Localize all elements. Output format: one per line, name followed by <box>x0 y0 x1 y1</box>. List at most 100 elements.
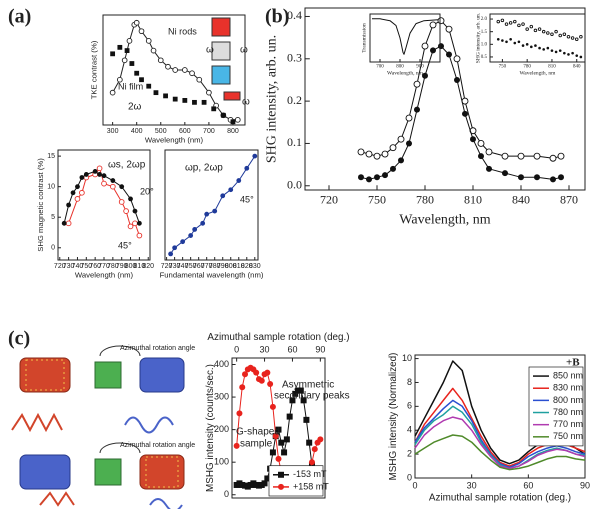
x-tick-label: 820 <box>142 263 154 270</box>
y-axis-label: MSHG intensity (Normalized) <box>388 353 399 481</box>
data-point <box>485 148 493 156</box>
x-axis-label: Wavelength (nm) <box>145 135 204 144</box>
x-tick-label: 840 <box>573 65 581 70</box>
x-tick-label: 90 <box>580 480 590 490</box>
data-point <box>513 41 517 45</box>
data-point <box>518 174 524 181</box>
y-tick-label: 0.4 <box>287 8 302 22</box>
data-point <box>74 196 81 202</box>
data-point <box>83 172 89 177</box>
data-point <box>275 426 282 433</box>
data-point <box>517 152 525 160</box>
data-point <box>192 99 197 105</box>
data-point <box>430 47 436 54</box>
data-point <box>446 51 452 58</box>
data-point <box>136 220 142 226</box>
data-point <box>200 220 206 226</box>
data-point <box>192 227 198 232</box>
x-tick-label: 820 <box>241 263 253 270</box>
data-point <box>228 187 234 193</box>
data-point <box>129 61 135 66</box>
y-tick-label: 2.0 <box>481 17 488 22</box>
data-point <box>550 49 554 52</box>
data-point <box>453 55 461 63</box>
series-line <box>414 434 586 471</box>
data-point <box>454 76 460 83</box>
x-tick-label: 800 <box>225 263 237 270</box>
y-tick-label: 8 <box>407 377 412 387</box>
data-point <box>110 178 116 183</box>
x-tick-label: 780 <box>107 263 119 270</box>
data-point <box>513 19 517 24</box>
data-point <box>413 80 421 88</box>
data-point <box>558 33 562 38</box>
data-point <box>230 119 236 125</box>
data-point <box>477 139 485 147</box>
data-point <box>505 40 508 44</box>
annotation: sample <box>240 439 273 450</box>
data-point <box>92 168 98 174</box>
data-point <box>211 106 217 112</box>
data-point <box>139 77 144 83</box>
x-tick-label: 720 <box>54 263 66 270</box>
data-point <box>534 44 537 47</box>
y-tick-label: 10 <box>402 353 412 363</box>
data-point <box>300 397 307 404</box>
data-point <box>521 22 525 26</box>
data-point <box>269 449 276 456</box>
data-point <box>101 180 107 187</box>
data-point <box>134 70 140 76</box>
x-tick-label: 400 <box>131 128 143 135</box>
data-point <box>579 34 583 39</box>
data-point <box>462 110 468 117</box>
data-point <box>264 475 271 482</box>
y-tick-label: 1.5 <box>481 30 488 35</box>
data-point <box>267 381 274 388</box>
data-point <box>124 48 130 53</box>
x-tick-label: 750 <box>185 263 197 270</box>
data-point <box>501 39 504 42</box>
data-point <box>414 106 420 113</box>
setup-diagram <box>11 345 185 509</box>
data-point <box>501 152 509 160</box>
data-point <box>132 208 138 214</box>
data-point <box>317 436 324 443</box>
data-point <box>500 18 505 23</box>
data-point <box>286 413 293 420</box>
panel-label: (c) <box>8 328 30 350</box>
x-tick-label: 770 <box>201 263 213 270</box>
data-point <box>220 193 226 199</box>
data-point <box>109 183 116 190</box>
data-point <box>554 50 558 54</box>
data-point <box>421 42 429 50</box>
plot-frame <box>414 354 586 479</box>
y-tick-label: 0.1 <box>287 135 302 149</box>
y-tick-label: 200 <box>214 424 229 434</box>
x-tick-label: 800 <box>227 128 239 135</box>
x-tick-label: 750 <box>368 193 386 207</box>
data-point <box>292 390 299 397</box>
x-tick-label: 810 <box>464 193 482 207</box>
data-point <box>123 208 129 214</box>
data-point <box>234 116 241 123</box>
data-point <box>283 436 290 443</box>
data-point <box>558 49 562 52</box>
data-point <box>66 202 72 208</box>
data-point <box>496 37 500 41</box>
data-point <box>182 98 188 103</box>
data-point <box>381 150 389 158</box>
annotation: ω <box>240 45 248 56</box>
legend-label: 750 nm <box>553 431 583 441</box>
data-point <box>530 45 533 49</box>
x-tick-label: 740 <box>72 263 84 270</box>
y-tick-label: 0 <box>224 489 229 499</box>
data-point <box>172 67 179 73</box>
data-point <box>96 165 103 172</box>
data-point <box>239 384 246 391</box>
data-point <box>537 27 542 31</box>
x-tick-label: 730 <box>169 263 181 270</box>
data-point <box>373 152 381 160</box>
data-point <box>121 57 128 64</box>
x-tick-label: 810 <box>548 65 556 70</box>
